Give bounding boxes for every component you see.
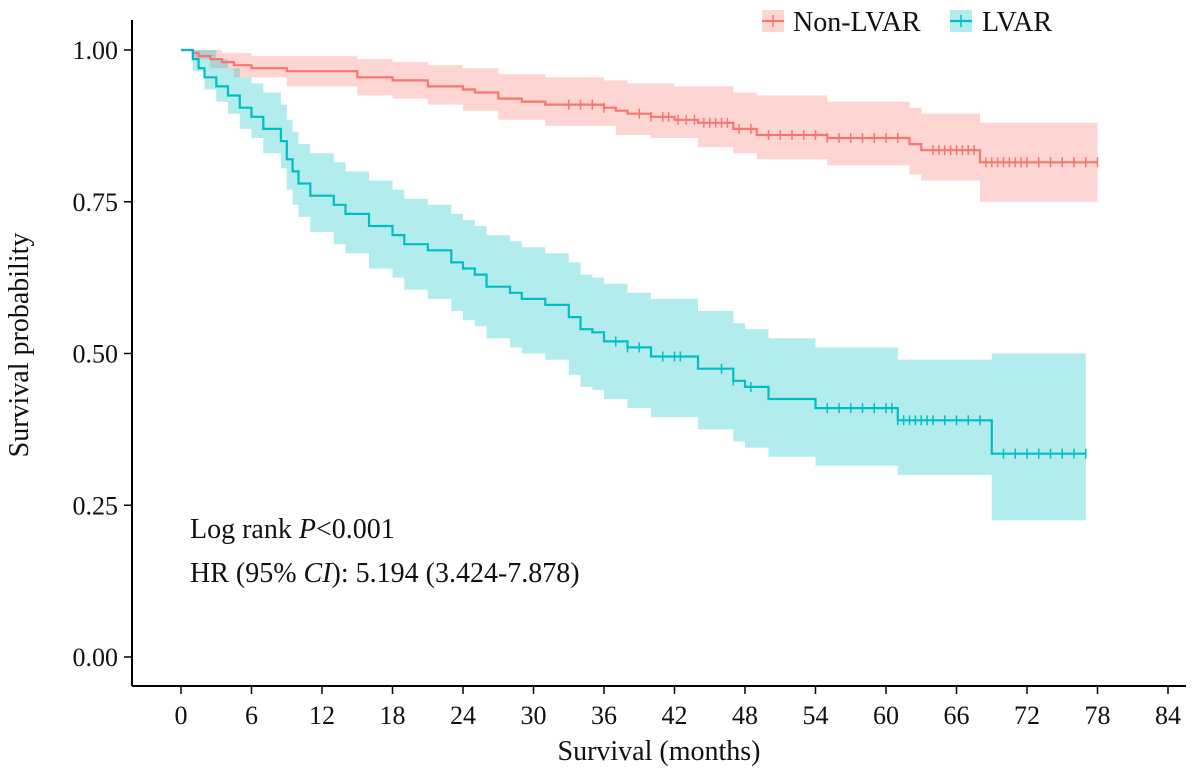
x-tick-label: 0 bbox=[175, 701, 188, 730]
lvar-survival-line bbox=[181, 48, 1086, 455]
hr-annotation: HR (95% CI): 5.194 (3.424-7.878) bbox=[190, 558, 580, 589]
y-tick-label: 0.75 bbox=[73, 188, 119, 217]
y-ticks: 0.00 0.25 0.50 0.75 1.00 bbox=[73, 36, 132, 672]
y-tick-label: 0.50 bbox=[73, 340, 119, 369]
confidence-bands bbox=[181, 50, 1098, 521]
x-tick-label: 36 bbox=[591, 701, 617, 730]
x-tick-label: 84 bbox=[1155, 701, 1181, 730]
hr-ci: CI bbox=[304, 558, 334, 589]
logrank-value: <0.001 bbox=[316, 514, 395, 545]
y-tick-label: 0.25 bbox=[73, 491, 119, 520]
x-tick-label: 54 bbox=[803, 701, 829, 730]
hr-prefix: HR (95% bbox=[190, 558, 304, 589]
x-ticks: 0 6 12 18 24 30 36 42 48 54 60 66 72 78 84 bbox=[175, 686, 1181, 730]
x-tick-label: 6 bbox=[245, 701, 258, 730]
legend-item-lvar: LVAR bbox=[950, 7, 1052, 38]
y-axis-title: Survival probability bbox=[4, 233, 35, 458]
x-tick-label: 60 bbox=[873, 701, 899, 730]
x-tick-label: 42 bbox=[662, 701, 688, 730]
hr-value: ): 5.194 (3.424-7.878) bbox=[332, 558, 580, 589]
x-tick-label: 48 bbox=[732, 701, 758, 730]
legend: Non-LVAR LVAR bbox=[762, 7, 1052, 38]
survival-curves bbox=[181, 48, 1098, 455]
non-lvar-ci-band bbox=[181, 50, 1098, 202]
y-tick-label: 1.00 bbox=[73, 36, 119, 65]
logrank-annotation: Log rank P<0.001 bbox=[190, 514, 395, 545]
logrank-p: P bbox=[298, 514, 316, 545]
lvar-ci-band bbox=[181, 50, 1086, 521]
legend-label-lvar: LVAR bbox=[982, 7, 1052, 38]
logrank-prefix: Log rank bbox=[190, 514, 299, 545]
non-lvar-survival-line bbox=[181, 48, 1098, 164]
x-tick-label: 12 bbox=[309, 701, 335, 730]
x-tick-label: 18 bbox=[380, 701, 406, 730]
x-tick-label: 24 bbox=[450, 701, 476, 730]
x-tick-label: 30 bbox=[521, 701, 547, 730]
legend-label-non-lvar: Non-LVAR bbox=[793, 7, 921, 38]
legend-item-non-lvar: Non-LVAR bbox=[762, 7, 921, 38]
x-tick-label: 78 bbox=[1085, 701, 1111, 730]
censor-marks bbox=[568, 99, 1099, 459]
x-tick-label: 66 bbox=[944, 701, 970, 730]
x-axis-title: Survival (months) bbox=[558, 736, 761, 767]
y-tick-label: 0.00 bbox=[73, 643, 119, 672]
x-tick-label: 72 bbox=[1014, 701, 1040, 730]
